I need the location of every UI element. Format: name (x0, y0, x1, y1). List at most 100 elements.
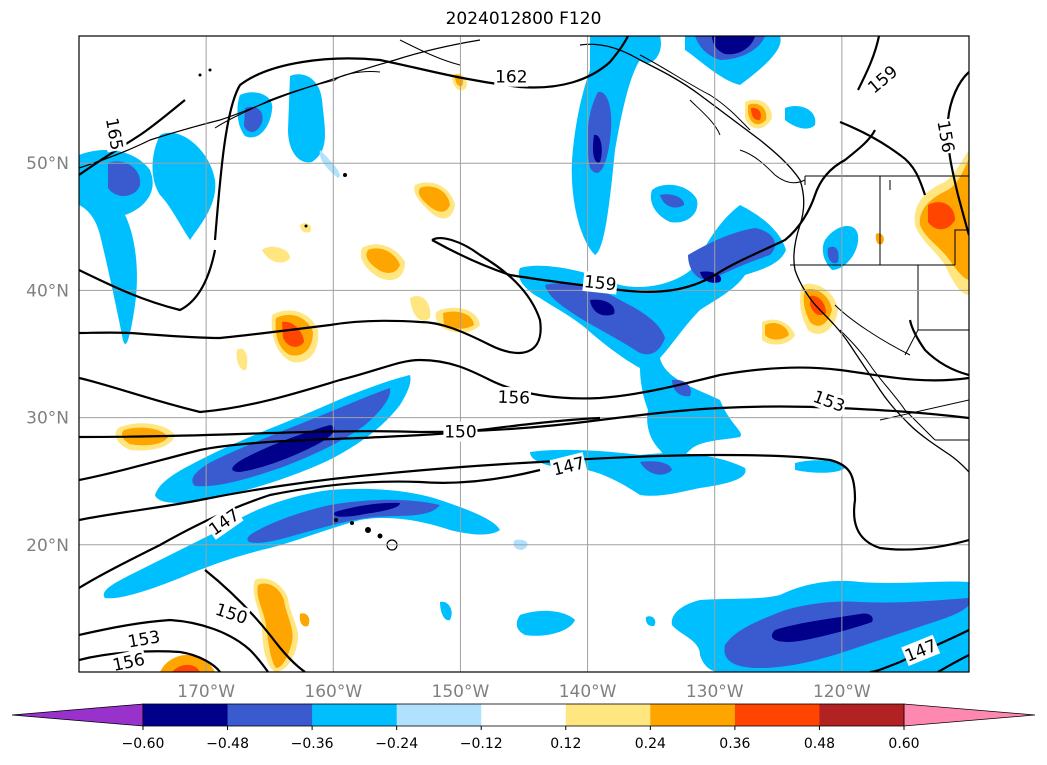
height-contours (79, 36, 969, 672)
contour-label: 162 (494, 66, 529, 88)
positive-anomaly-region (418, 186, 450, 212)
negative-anomaly-region (590, 299, 615, 316)
negative-anomaly-region (688, 228, 775, 280)
contour-label-text: 165 (101, 116, 126, 151)
colorbar-extend-min (11, 703, 144, 727)
contour-label-background (443, 421, 478, 442)
contour-label-background (933, 118, 959, 155)
colorbar-segment (312, 704, 398, 726)
negative-anomaly-region (660, 194, 685, 208)
colorbar-tick-label: 0.48 (804, 736, 835, 752)
colorbar-segment (734, 704, 820, 726)
colorbar-segment (819, 704, 905, 726)
positive-anomaly-region (300, 223, 312, 233)
positive-anomaly-region (262, 246, 290, 263)
contour-label: 156 (496, 386, 532, 409)
longitude-tick-label: 120°W (813, 682, 871, 702)
map-frame (78, 35, 970, 673)
colorbar-segment (227, 704, 313, 726)
contour-label-background (496, 386, 532, 408)
negative-anomaly-region (319, 150, 340, 178)
longitude-tick-label: 160°W (304, 682, 362, 702)
gridlines (79, 36, 969, 672)
hawaii-islands (198, 68, 398, 551)
contour-label-background (125, 626, 163, 652)
contour-label: 165 (101, 115, 128, 153)
negative-anomaly-region (827, 246, 839, 264)
negative-anomaly-region (516, 610, 575, 636)
negative-anomaly-region (592, 134, 602, 163)
negative-anomaly-region (152, 132, 216, 240)
longitude-tick-label: 170°W (177, 682, 235, 702)
negative-anomaly-region (712, 36, 755, 55)
colorbar-extend-max (903, 703, 1036, 727)
colorbar-tick-label: −0.12 (460, 736, 503, 752)
contour-label-background (109, 648, 148, 676)
negative-anomaly-region (640, 461, 672, 475)
negative-anomaly-region (571, 36, 661, 255)
latitude-tick-label: 40°N (26, 281, 69, 301)
negative-anomaly-region (232, 425, 335, 472)
negative-anomaly-region (103, 488, 500, 599)
contour-label-background (204, 503, 244, 540)
negative-anomaly-region (545, 283, 665, 355)
longitude-labels: 170°W 160°W 150°W 140°W 130°W 120°W (177, 682, 871, 702)
negative-anomaly-region (771, 613, 873, 642)
positive-anomaly-region (810, 295, 826, 316)
colorbar-tick-label: 0.24 (635, 736, 666, 752)
colorbar-outline (142, 703, 905, 727)
contour-label-background (809, 385, 849, 417)
contour-label-background (101, 115, 128, 153)
contour-label-text: 162 (495, 68, 527, 88)
positive-anomaly-region (257, 583, 293, 668)
longitude-tick-label: 140°W (559, 682, 617, 702)
contour-label-text: 150 (444, 423, 476, 443)
positive-anomaly-region (172, 664, 200, 672)
contour-label-background (901, 634, 941, 667)
contour-label: 153 (809, 385, 849, 417)
colorbar-tick-label: −0.24 (375, 736, 418, 752)
positive-anomaly-region (751, 107, 761, 121)
contour-label: 156 (932, 118, 959, 155)
positive-anomaly-region (282, 321, 304, 347)
contour-label-text: 153 (126, 627, 161, 652)
colorbar-segment (396, 704, 482, 726)
contour-label: 150 (443, 421, 478, 443)
colorbar-tick-label: −0.60 (122, 736, 165, 752)
colorbar-segment (143, 704, 229, 726)
negative-anomaly-region (108, 161, 141, 196)
latitude-labels: 20°N 30°N 40°N 50°N (26, 154, 69, 556)
contour-label-background (549, 452, 588, 480)
colorbar-tick-label: −0.48 (206, 736, 249, 752)
negative-anomaly-region (795, 460, 845, 473)
latitude-tick-label: 30°N (26, 409, 69, 429)
contour-label-text: 159 (583, 272, 617, 295)
contour-label: 159 (582, 271, 619, 295)
coastlines (79, 39, 969, 473)
contour-label-background (863, 60, 902, 98)
negative-anomaly-region (440, 601, 452, 621)
map-title: 2024012800 F120 (445, 9, 602, 29)
longitude-tick-label: 130°W (686, 682, 744, 702)
colorbar-segment (481, 704, 567, 726)
contour-label-text: 159 (864, 62, 902, 98)
positive-anomaly-region (928, 202, 955, 230)
contour-label-background (494, 66, 529, 87)
colorbar-segment (565, 704, 651, 726)
latitude-tick-label: 50°N (26, 154, 69, 174)
positive-anomaly-region (410, 296, 431, 321)
longitude-tick-label: 150°W (432, 682, 490, 702)
negative-anomaly-region (587, 91, 612, 173)
negative-anomaly-region (244, 106, 263, 132)
colorbar-tick-label: −0.36 (291, 736, 334, 752)
positive-anomaly-region (443, 311, 474, 329)
latitude-tick-label: 20°N (26, 536, 69, 556)
colorbar-tick-label: 0.36 (719, 736, 750, 752)
negative-anomaly-region (334, 502, 400, 517)
negative-anomaly-region (247, 499, 440, 543)
negative-anomaly-region (288, 74, 325, 163)
colorbar: −0.60 −0.48 −0.36 −0.24 −0.12 0.12 0.24 0.36 0.4… (11, 703, 1036, 752)
contour-label-text: 156 (497, 388, 530, 409)
contour-label-text: 156 (932, 119, 957, 154)
